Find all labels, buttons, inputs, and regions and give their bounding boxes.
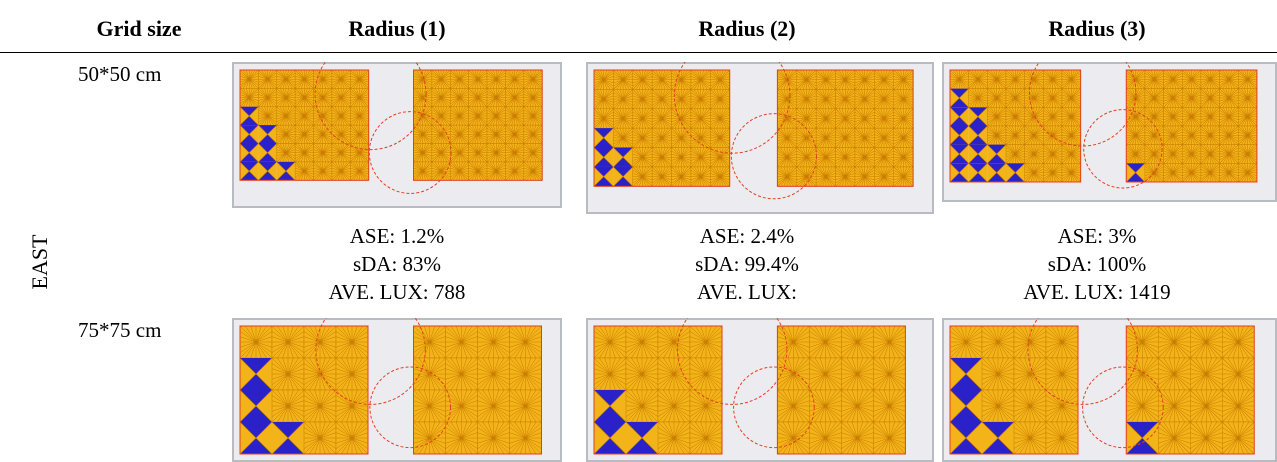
row-label-50: 50*50 cm xyxy=(78,62,162,86)
lux-value: AVE. LUX: xyxy=(697,280,797,304)
metrics-radius-2: ASE: 2.4% sDA: 99.4% AVE. LUX: xyxy=(582,222,912,306)
metrics-radius-1: ASE: 1.2% sDA: 83% AVE. LUX: 788 xyxy=(232,222,562,306)
thumb-50-r3 xyxy=(942,62,1277,202)
ase-value: ASE: 2.4% xyxy=(699,224,795,248)
sda-value: sDA: 100% xyxy=(1047,252,1147,276)
header-rule xyxy=(0,52,1277,53)
lux-value: AVE. LUX: 1419 xyxy=(1023,280,1171,304)
metrics-radius-3: ASE: 3% sDA: 100% AVE. LUX: 1419 xyxy=(932,222,1262,306)
lux-value: AVE. LUX: 788 xyxy=(328,280,466,304)
orientation-label: EAST xyxy=(27,234,52,290)
ase-value: ASE: 1.2% xyxy=(349,224,445,248)
header-grid-size: Grid size xyxy=(96,16,182,41)
header-radius-3: Radius (3) xyxy=(1048,16,1146,41)
thumb-75-r1 xyxy=(232,318,562,462)
sda-value: sDA: 99.4% xyxy=(695,252,799,276)
sda-value: sDA: 83% xyxy=(352,252,442,276)
thumb-75-r3 xyxy=(942,318,1277,462)
header-radius-2: Radius (2) xyxy=(698,16,796,41)
thumb-75-r2 xyxy=(586,318,934,462)
header-radius-1: Radius (1) xyxy=(348,16,446,41)
thumb-50-r2 xyxy=(586,62,934,214)
ase-value: ASE: 3% xyxy=(1057,224,1137,248)
row-label-75: 75*75 cm xyxy=(78,318,162,342)
thumb-50-r1 xyxy=(232,62,562,208)
